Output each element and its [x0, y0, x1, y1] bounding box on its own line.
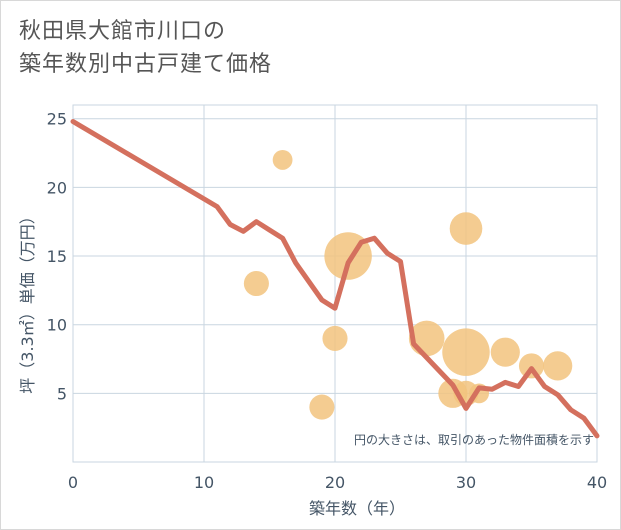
- x-tick-20: 20: [325, 473, 345, 492]
- tick-labels: 0 10 20 30 40 5 10 15 20 25: [47, 110, 608, 492]
- y-tick-15: 15: [47, 247, 67, 266]
- trend-line: [70, 119, 600, 439]
- bubble-3: [309, 394, 335, 420]
- bubble-10: [543, 351, 573, 381]
- y-tick-5: 5: [57, 384, 67, 403]
- x-tick-0: 0: [68, 473, 78, 492]
- title-line-1: 秋田県大館市川口の: [19, 19, 227, 44]
- y-tick-25: 25: [47, 110, 67, 129]
- size-note: 円の大きさは、取引のあった物件面積を示す: [354, 432, 594, 447]
- grid: [72, 105, 598, 462]
- bubble-2: [322, 325, 348, 351]
- bubble-1: [243, 270, 269, 297]
- x-axis-label: 築年数（年）: [309, 499, 405, 518]
- y-tick-10: 10: [47, 316, 67, 335]
- bubble-9: [518, 353, 545, 379]
- bubble-0: [272, 150, 293, 170]
- y-tick-20: 20: [47, 178, 67, 197]
- x-tick-10: 10: [194, 473, 214, 492]
- bubble-5: [449, 212, 483, 245]
- x-tick-40: 40: [587, 473, 607, 492]
- bubble-7: [442, 328, 490, 376]
- y-axis-label: 坪（3.3㎡）単価（万円）: [18, 208, 37, 393]
- x-tick-30: 30: [456, 473, 476, 492]
- title-line-2: 築年数別中古戸建て価格: [19, 52, 273, 77]
- bubble-8: [490, 337, 520, 367]
- chart-title: 秋田県大館市川口の 築年数別中古戸建て価格: [19, 15, 272, 81]
